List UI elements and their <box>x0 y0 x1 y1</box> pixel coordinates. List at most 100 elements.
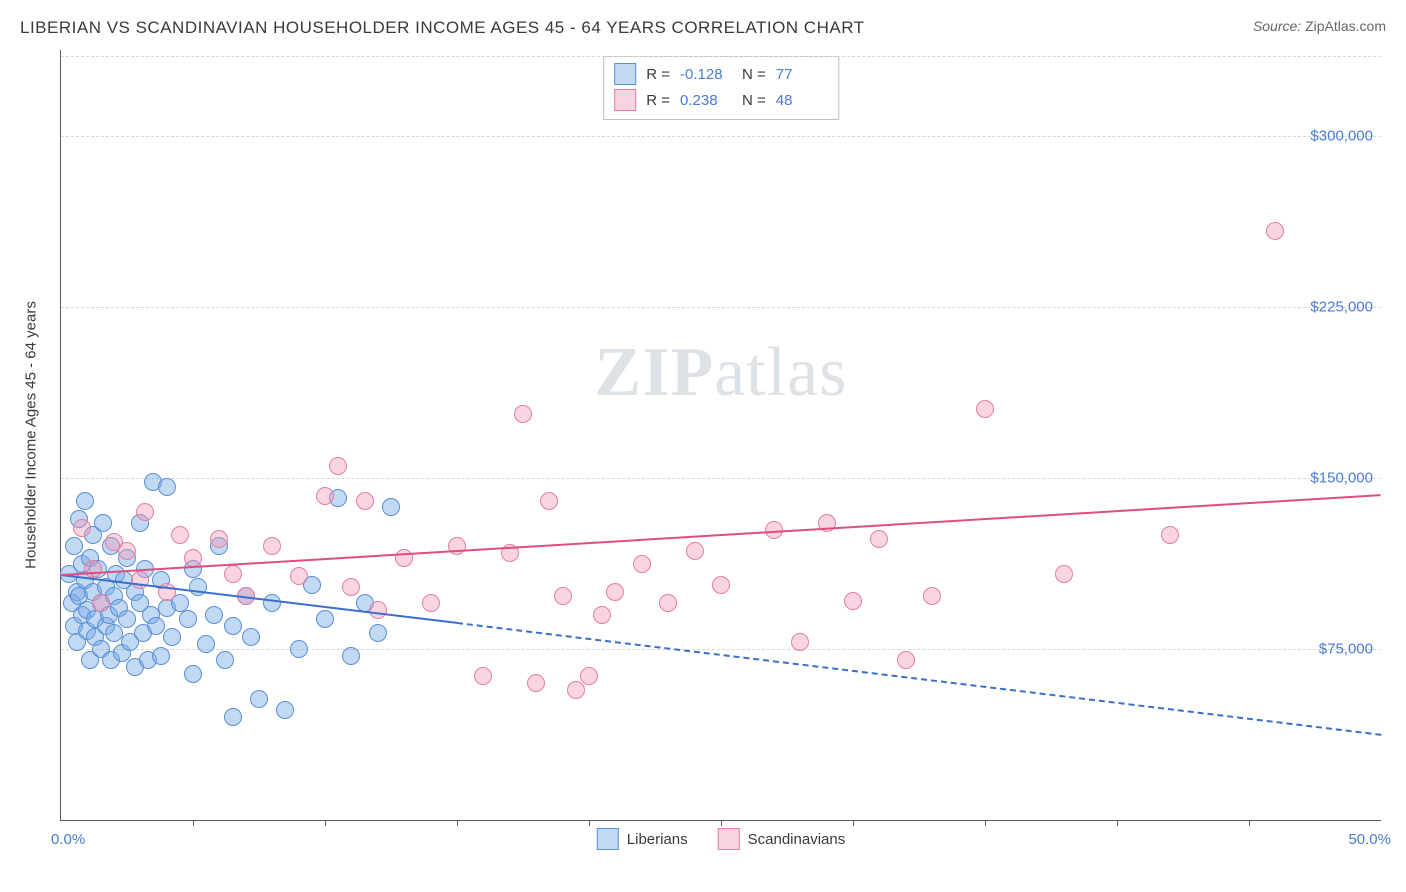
data-point <box>976 400 994 418</box>
x-tick <box>1117 820 1118 826</box>
gridline-h <box>61 56 1381 57</box>
x-tick <box>985 820 986 826</box>
data-point <box>136 503 154 521</box>
data-point <box>316 610 334 628</box>
gridline-h <box>61 307 1381 308</box>
data-point <box>923 587 941 605</box>
x-tick <box>1249 820 1250 826</box>
y-tick-label: $225,000 <box>1310 298 1373 315</box>
data-point <box>263 537 281 555</box>
plot-area: ZIPatlas Householder Income Ages 45 - 64… <box>60 50 1381 821</box>
r-label: R = <box>646 66 670 83</box>
chart-title: LIBERIAN VS SCANDINAVIAN HOUSEHOLDER INC… <box>20 18 865 38</box>
legend-swatch <box>614 89 636 111</box>
n-value: 48 <box>776 92 828 109</box>
data-point <box>224 708 242 726</box>
data-point <box>686 542 704 560</box>
gridline-h <box>61 649 1381 650</box>
watermark-atlas: atlas <box>714 334 847 411</box>
y-axis-title: Householder Income Ages 45 - 64 years <box>23 301 40 569</box>
data-point <box>633 555 651 573</box>
data-point <box>118 542 136 560</box>
r-value: -0.128 <box>680 66 732 83</box>
data-point <box>474 667 492 685</box>
trend-line <box>61 494 1381 576</box>
data-point <box>163 628 181 646</box>
data-point <box>1055 565 1073 583</box>
data-point <box>242 628 260 646</box>
x-tick <box>193 820 194 826</box>
data-point <box>844 592 862 610</box>
data-point <box>216 651 234 669</box>
stats-row: R = -0.128 N = 77 <box>614 61 828 87</box>
data-point <box>263 594 281 612</box>
y-tick-label: $75,000 <box>1319 640 1373 657</box>
y-tick-label: $300,000 <box>1310 127 1373 144</box>
n-label: N = <box>742 92 766 109</box>
watermark: ZIPatlas <box>595 333 848 413</box>
watermark-zip: ZIP <box>595 334 715 411</box>
data-point <box>179 610 197 628</box>
data-point <box>316 487 334 505</box>
data-point <box>92 594 110 612</box>
data-point <box>73 519 91 537</box>
data-point <box>224 617 242 635</box>
legend-item: Liberians <box>597 828 688 850</box>
x-tick <box>853 820 854 826</box>
data-point <box>897 651 915 669</box>
n-value: 77 <box>776 66 828 83</box>
legend-swatch <box>718 828 740 850</box>
data-point <box>158 478 176 496</box>
y-tick-label: $150,000 <box>1310 469 1373 486</box>
data-point <box>567 681 585 699</box>
data-point <box>659 594 677 612</box>
data-point <box>369 601 387 619</box>
data-point <box>184 549 202 567</box>
data-point <box>593 606 611 624</box>
gridline-h <box>61 136 1381 137</box>
data-point <box>210 530 228 548</box>
data-point <box>554 587 572 605</box>
data-point <box>94 514 112 532</box>
data-point <box>224 565 242 583</box>
data-point <box>527 674 545 692</box>
data-point <box>382 498 400 516</box>
x-tick <box>325 820 326 826</box>
data-point <box>606 583 624 601</box>
data-point <box>76 492 94 510</box>
data-point <box>422 594 440 612</box>
r-label: R = <box>646 92 670 109</box>
data-point <box>1161 526 1179 544</box>
x-axis-label-min: 0.0% <box>51 831 85 848</box>
n-label: N = <box>742 66 766 83</box>
data-point <box>870 530 888 548</box>
data-point <box>514 405 532 423</box>
stats-row: R =0.238N =48 <box>614 87 828 113</box>
data-point <box>540 492 558 510</box>
data-point <box>184 665 202 683</box>
x-tick <box>589 820 590 826</box>
x-tick <box>457 820 458 826</box>
data-point <box>369 624 387 642</box>
chart-source: Source: ZipAtlas.com <box>1253 18 1386 34</box>
data-point <box>1266 222 1284 240</box>
data-point <box>580 667 598 685</box>
data-point <box>152 647 170 665</box>
data-point <box>118 610 136 628</box>
bottom-legend: Liberians Scandinavians <box>597 828 845 850</box>
data-point <box>395 549 413 567</box>
data-point <box>276 701 294 719</box>
gridline-h <box>61 478 1381 479</box>
data-point <box>356 492 374 510</box>
data-point <box>171 526 189 544</box>
legend-item: Scandinavians <box>718 828 846 850</box>
data-point <box>189 578 207 596</box>
data-point <box>131 571 149 589</box>
data-point <box>342 647 360 665</box>
data-point <box>205 606 223 624</box>
data-point <box>329 457 347 475</box>
data-point <box>290 640 308 658</box>
data-point <box>290 567 308 585</box>
data-point <box>712 576 730 594</box>
data-point <box>147 617 165 635</box>
